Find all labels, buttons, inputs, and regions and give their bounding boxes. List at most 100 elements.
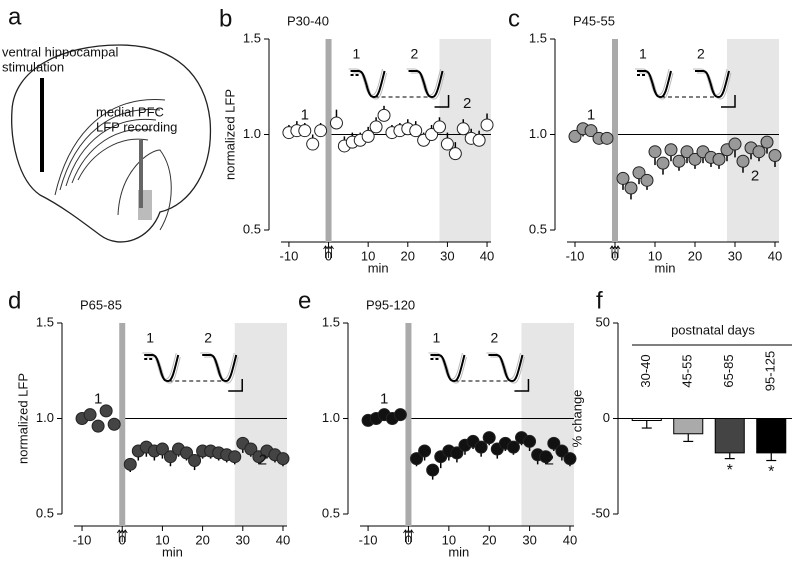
data-point bbox=[688, 152, 702, 166]
x-tick-label: 20 bbox=[195, 532, 209, 547]
panel-letter: f bbox=[596, 287, 603, 314]
panel-letter: a bbox=[8, 3, 22, 30]
x-tick-label: 95-125 bbox=[763, 351, 778, 391]
data-point bbox=[228, 450, 242, 464]
data-point bbox=[377, 108, 391, 122]
trace bbox=[695, 70, 730, 99]
data-point bbox=[329, 116, 343, 130]
data-point bbox=[664, 143, 678, 157]
data-point bbox=[752, 145, 766, 159]
data-point bbox=[600, 131, 614, 145]
y-tick-label: 0.5 bbox=[243, 221, 261, 236]
data-point bbox=[440, 137, 454, 151]
x-tick-label: 30 bbox=[728, 248, 742, 263]
data-point bbox=[306, 137, 320, 151]
x-tick-label: 10 bbox=[442, 532, 456, 547]
data-point bbox=[107, 417, 121, 431]
data-point bbox=[506, 440, 520, 454]
y-tick-label: -50 bbox=[591, 505, 610, 520]
pfc-outline bbox=[117, 149, 172, 231]
data-point bbox=[91, 419, 105, 433]
annotation: 2 bbox=[751, 167, 759, 184]
shaded-region bbox=[521, 323, 574, 526]
data-point bbox=[425, 128, 439, 141]
inset-label: 2 bbox=[204, 330, 212, 346]
x-tick-label: 45-55 bbox=[680, 354, 695, 387]
data-point bbox=[760, 135, 774, 149]
y-tick-label: 1.0 bbox=[529, 126, 547, 141]
data-point bbox=[656, 156, 670, 170]
data-point bbox=[448, 147, 462, 161]
hippocampus bbox=[54, 99, 166, 196]
data-point bbox=[418, 444, 432, 458]
annotation: 1 bbox=[94, 390, 102, 407]
chart-title: P65-85 bbox=[80, 297, 122, 312]
x-tick-label: 20 bbox=[688, 248, 702, 263]
stimulation-bar bbox=[119, 323, 126, 526]
significance: * bbox=[768, 464, 774, 481]
x-tick-label: 40 bbox=[480, 248, 494, 263]
x-tick-label: 10 bbox=[361, 248, 375, 263]
stimulation-bar bbox=[405, 323, 412, 526]
x-tick-label: 20 bbox=[401, 248, 415, 263]
scale-bar bbox=[514, 379, 530, 392]
x-tick-label: 30 bbox=[236, 532, 250, 547]
stim-arrow bbox=[122, 529, 128, 542]
x-tick-label: 40 bbox=[276, 532, 290, 547]
y-tick-label: 0.5 bbox=[529, 221, 547, 236]
inset-label: 1 bbox=[353, 46, 361, 62]
data-point bbox=[680, 145, 694, 159]
bar bbox=[714, 418, 745, 454]
data-point bbox=[736, 154, 750, 168]
data-point bbox=[480, 118, 494, 132]
panel-letter: c bbox=[508, 5, 520, 32]
data-point bbox=[83, 408, 97, 422]
x-axis-label: min bbox=[448, 544, 469, 559]
trace bbox=[488, 354, 524, 383]
data-point bbox=[180, 446, 194, 460]
data-point bbox=[584, 124, 598, 138]
data-point bbox=[456, 122, 470, 136]
data-point bbox=[523, 434, 537, 448]
trace bbox=[408, 70, 444, 99]
x-tick-label: -10 bbox=[566, 248, 585, 263]
bar bbox=[756, 418, 787, 454]
inset-label: 2 bbox=[697, 46, 705, 62]
x-tick-label: 30-40 bbox=[638, 354, 653, 387]
data-point bbox=[648, 145, 662, 159]
data-point bbox=[640, 173, 654, 187]
y-axis-label: % change bbox=[569, 390, 584, 448]
data-point bbox=[361, 129, 375, 143]
data-point bbox=[712, 152, 726, 166]
data-point bbox=[539, 450, 553, 464]
data-point bbox=[632, 166, 646, 180]
bar bbox=[673, 418, 704, 435]
y-tick-label: 1.5 bbox=[36, 314, 54, 329]
x-axis-label: min bbox=[368, 260, 389, 275]
data-point bbox=[123, 457, 137, 471]
data-point bbox=[563, 452, 577, 466]
trace bbox=[202, 354, 238, 383]
data-point bbox=[568, 129, 582, 143]
annotation: 2 bbox=[463, 95, 471, 112]
scale-bar bbox=[434, 95, 450, 108]
inset-label: 2 bbox=[411, 46, 419, 62]
y-tick-label: 1.0 bbox=[36, 410, 54, 425]
data-point bbox=[482, 431, 496, 445]
x-tick-label: -10 bbox=[280, 248, 299, 263]
inset-label: 1 bbox=[146, 330, 154, 346]
y-tick-label: 1.5 bbox=[529, 30, 547, 45]
x-tick-label: -10 bbox=[359, 532, 378, 547]
data-point bbox=[624, 181, 638, 195]
x-tick-label: 40 bbox=[768, 248, 782, 263]
bar bbox=[631, 418, 662, 421]
data-point bbox=[728, 137, 742, 151]
panel-letter: b bbox=[219, 5, 232, 32]
panel-a: a ventral hippocampal stimulation medial… bbox=[2, 3, 212, 243]
shaded-region bbox=[234, 323, 287, 526]
data-point bbox=[99, 404, 113, 418]
stim-arrow bbox=[409, 529, 414, 542]
annotation: ventral hippocampal bbox=[2, 44, 118, 59]
data-point bbox=[616, 171, 630, 185]
